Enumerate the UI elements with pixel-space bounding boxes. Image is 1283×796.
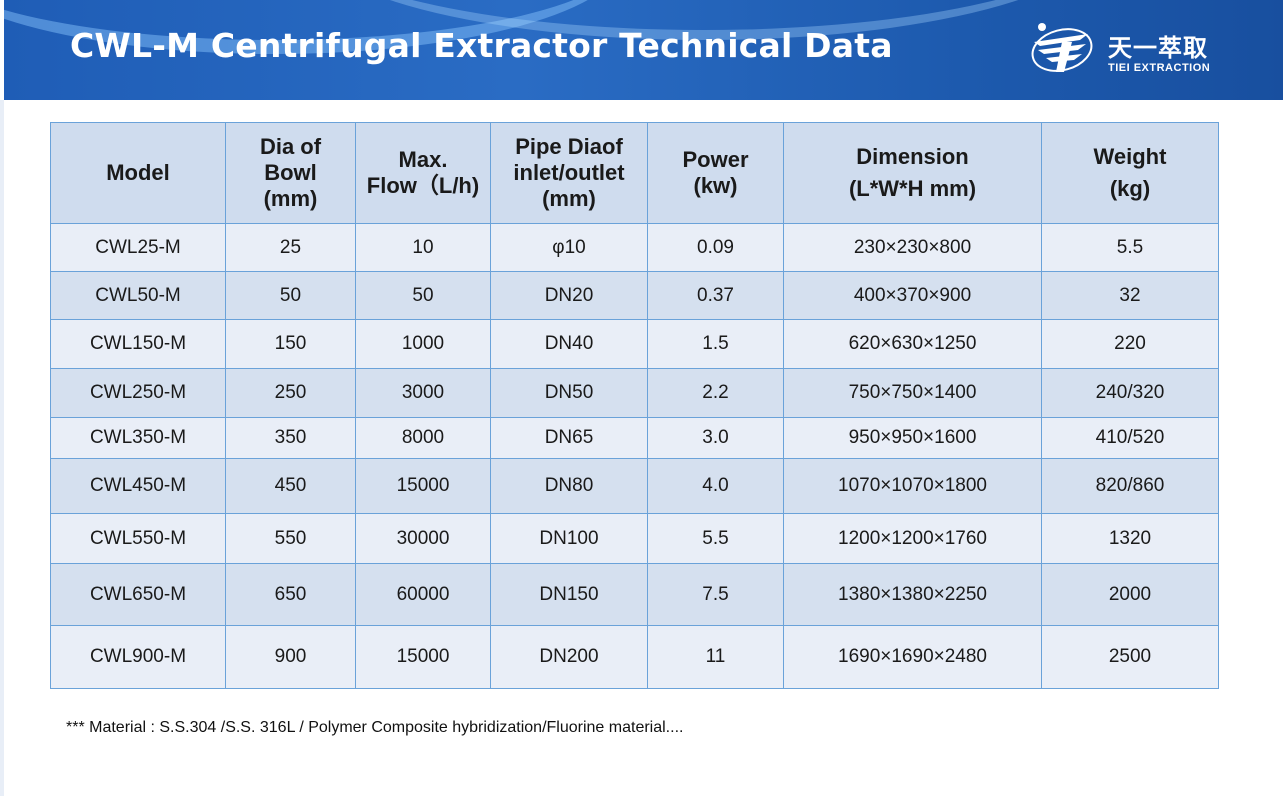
column-header-model: Model: [50, 122, 226, 224]
logo-english-text: TIEI EXTRACTION: [1108, 62, 1211, 74]
cell-weight: 410/520: [1041, 417, 1219, 459]
cell-weight: 220: [1041, 319, 1219, 369]
cell-bowl: 25: [225, 223, 356, 272]
table-row: CWL50-M 50 50 DN20 0.37 400×370×900 32: [50, 271, 1219, 320]
cell-model: CWL900-M: [50, 625, 226, 689]
cell-power: 5.5: [647, 513, 784, 564]
cell-flow: 30000: [355, 513, 491, 564]
cell-model: CWL25-M: [50, 223, 226, 272]
cell-power: 11: [647, 625, 784, 689]
column-header-max-flow: Max. Flow（L/h): [355, 122, 491, 224]
table-row: CWL650-M 650 60000 DN150 7.5 1380×1380×2…: [50, 563, 1219, 626]
cell-pipe: DN150: [490, 563, 648, 626]
cell-flow: 8000: [355, 417, 491, 459]
cell-flow: 15000: [355, 458, 491, 514]
table-row: CWL450-M 450 15000 DN80 4.0 1070×1070×18…: [50, 458, 1219, 514]
cell-pipe: DN50: [490, 368, 648, 418]
cell-flow: 15000: [355, 625, 491, 689]
column-header-dimension: Dimension (L*W*H mm): [783, 122, 1042, 224]
cell-bowl: 50: [225, 271, 356, 320]
cell-dimension: 620×630×1250: [783, 319, 1042, 369]
material-note: *** Material : S.S.304 /S.S. 316L / Poly…: [66, 719, 684, 736]
cell-flow: 3000: [355, 368, 491, 418]
cell-bowl: 350: [225, 417, 356, 459]
cell-dimension: 1070×1070×1800: [783, 458, 1042, 514]
cell-weight: 2000: [1041, 563, 1219, 626]
page-title: CWL-M Centrifugal Extractor Technical Da…: [70, 26, 893, 65]
technical-data-table: Model Dia of Bowl (mm) Max. Flow（L/h) Pipe …: [50, 122, 1219, 689]
cell-dimension: 1200×1200×1760: [783, 513, 1042, 564]
cell-weight: 2500: [1041, 625, 1219, 689]
cell-weight: 1320: [1041, 513, 1219, 564]
cell-power: 2.2: [647, 368, 784, 418]
table-row: CWL900-M 900 15000 DN200 11 1690×1690×24…: [50, 625, 1219, 689]
cell-model: CWL350-M: [50, 417, 226, 459]
column-header-weight: Weight (kg): [1041, 122, 1219, 224]
cell-bowl: 250: [225, 368, 356, 418]
cell-dimension: 750×750×1400: [783, 368, 1042, 418]
left-edge: [0, 100, 4, 796]
cell-pipe: φ10: [490, 223, 648, 272]
cell-model: CWL650-M: [50, 563, 226, 626]
cell-flow: 10: [355, 223, 491, 272]
cell-pipe: DN20: [490, 271, 648, 320]
tiei-logo-icon: [1031, 23, 1093, 72]
table-row: CWL250-M 250 3000 DN50 2.2 750×750×1400 …: [50, 368, 1219, 418]
cell-power: 1.5: [647, 319, 784, 369]
cell-pipe: DN100: [490, 513, 648, 564]
cell-power: 4.0: [647, 458, 784, 514]
cell-pipe: DN40: [490, 319, 648, 369]
decorative-swoosh: [304, 0, 1104, 40]
cell-model: CWL50-M: [50, 271, 226, 320]
cell-pipe: DN65: [490, 417, 648, 459]
cell-flow: 60000: [355, 563, 491, 626]
cell-weight: 5.5: [1041, 223, 1219, 272]
table-header-row: Model Dia of Bowl (mm) Max. Flow（L/h) Pipe …: [50, 122, 1219, 224]
cell-power: 0.09: [647, 223, 784, 272]
cell-bowl: 150: [225, 319, 356, 369]
cell-dimension: 950×950×1600: [783, 417, 1042, 459]
cell-model: CWL450-M: [50, 458, 226, 514]
table-row: CWL550-M 550 30000 DN100 5.5 1200×1200×1…: [50, 513, 1219, 564]
cell-bowl: 900: [225, 625, 356, 689]
cell-model: CWL150-M: [50, 319, 226, 369]
cell-pipe: DN200: [490, 625, 648, 689]
cell-dimension: 1690×1690×2480: [783, 625, 1042, 689]
cell-bowl: 550: [225, 513, 356, 564]
cell-dimension: 230×230×800: [783, 223, 1042, 272]
cell-bowl: 650: [225, 563, 356, 626]
header-banner: CWL-M Centrifugal Extractor Technical Da…: [4, 0, 1283, 100]
cell-flow: 50: [355, 271, 491, 320]
cell-weight: 240/320: [1041, 368, 1219, 418]
cell-dimension: 1380×1380×2250: [783, 563, 1042, 626]
logo-chinese-text: 天一萃取: [1108, 34, 1208, 62]
company-logo: 天一萃取 TIEI EXTRACTION: [1028, 20, 1228, 80]
cell-weight: 820/860: [1041, 458, 1219, 514]
table-row: CWL350-M 350 8000 DN65 3.0 950×950×1600 …: [50, 417, 1219, 459]
column-header-pipe-diameter: Pipe Diaof inlet/outlet (mm): [490, 122, 648, 224]
cell-flow: 1000: [355, 319, 491, 369]
column-header-bowl-diameter: Dia of Bowl (mm): [225, 122, 356, 224]
cell-model: CWL550-M: [50, 513, 226, 564]
cell-pipe: DN80: [490, 458, 648, 514]
cell-power: 3.0: [647, 417, 784, 459]
cell-weight: 32: [1041, 271, 1219, 320]
cell-bowl: 450: [225, 458, 356, 514]
column-header-power: Power (kw): [647, 122, 784, 224]
cell-dimension: 400×370×900: [783, 271, 1042, 320]
cell-model: CWL250-M: [50, 368, 226, 418]
table-row: CWL150-M 150 1000 DN40 1.5 620×630×1250 …: [50, 319, 1219, 369]
cell-power: 0.37: [647, 271, 784, 320]
table-row: CWL25-M 25 10 φ10 0.09 230×230×800 5.5: [50, 223, 1219, 272]
cell-power: 7.5: [647, 563, 784, 626]
